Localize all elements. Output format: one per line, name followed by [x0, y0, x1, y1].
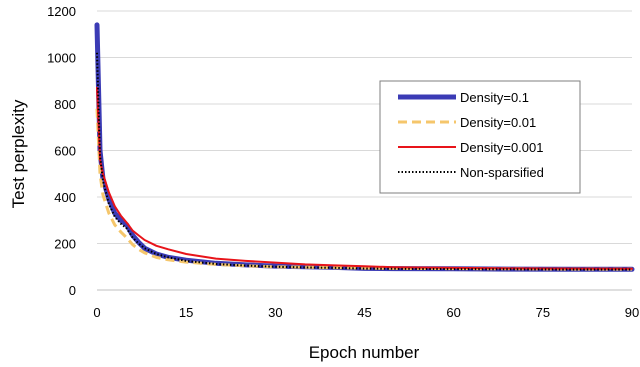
x-tick-labels: 0 15 30 45 60 75 90: [93, 305, 639, 320]
series-line-3: [96, 86, 633, 270]
y-axis-title: Test perplexity: [9, 99, 28, 208]
legend-label: Density=0.1: [460, 90, 529, 105]
legend-label: Density=0.01: [460, 115, 536, 130]
x-axis-title: Epoch number: [309, 343, 420, 362]
x-tick-label: 15: [179, 305, 193, 320]
x-tick-label: 45: [357, 305, 371, 320]
data-series: [94, 22, 635, 272]
y-tick-label: 800: [54, 97, 76, 112]
series-line-2: [95, 108, 632, 271]
legend-label: Density=0.001: [460, 140, 543, 155]
x-tick-label: 30: [268, 305, 282, 320]
legend-box: [379, 80, 581, 194]
x-tick-label: 60: [446, 305, 460, 320]
legend-label: Non-sparsified: [460, 165, 544, 180]
y-tick-label: 600: [54, 144, 76, 159]
y-tick-label: 1200: [47, 4, 76, 19]
y-tick-label: 0: [69, 283, 76, 298]
x-tick-label: 0: [93, 305, 100, 320]
y-tick-labels: 0 200 400 600 800 1000 1200: [47, 4, 76, 298]
y-tick-label: 400: [54, 190, 76, 205]
grid-lines: [97, 10, 632, 244]
y-tick-label: 200: [54, 237, 76, 252]
legend: Density=0.1 Density=0.01 Density=0.001 Non-…: [379, 80, 581, 194]
x-tick-label: 75: [536, 305, 550, 320]
y-tick-label: 1000: [47, 51, 76, 66]
x-tick-label: 90: [625, 305, 639, 320]
